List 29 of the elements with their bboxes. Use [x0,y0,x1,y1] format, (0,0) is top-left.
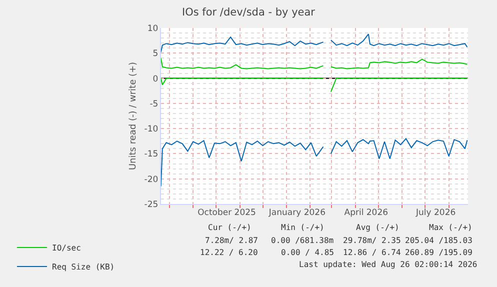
text: 12.22 / 6.20 [200,248,258,257]
text: Cur (-/+) [208,223,252,232]
text: 12.86 / 6.74 [343,248,401,257]
y-tick-label: 10 [147,24,158,34]
y-axis-title: Units read (-) / write (+) [128,62,139,170]
y-tick-label: 0 [152,74,158,84]
x-tick-label: October 2025 [198,208,256,218]
y-tick-label: -20 [144,174,158,185]
chart-title: IOs for /dev/sda - by year [182,6,316,19]
text: Max (-/+) [429,223,472,232]
y-tick-label: -25 [144,200,158,210]
x-tick-label: January 2026 [268,208,326,218]
y-tick-label: -5 [150,99,158,110]
x-tick-label: April 2026 [344,208,388,218]
text: Min (-/+) [281,223,324,232]
x-tick-label: July 2026 [415,208,456,218]
legend-label: IO/sec [52,244,82,253]
text: Last update: Wed Aug 26 02:00:14 2026 [299,260,478,269]
text: 0.00 /681.38m [271,236,334,245]
text: 29.78m/ 2.35 [343,236,401,245]
text: 7.28m/ 2.87 [205,236,258,245]
y-tick-label: -15 [144,150,158,160]
legend-label: Req Size (KB) [52,262,115,272]
y-tick-label: 5 [152,49,158,60]
text: 260.89 /195.09 [405,248,473,257]
text: 0.00 / 4.85 [281,248,334,257]
text: 205.04 /185.03 [405,236,473,245]
y-tick-label: -10 [144,124,158,135]
text: Avg (-/+) [356,223,400,232]
